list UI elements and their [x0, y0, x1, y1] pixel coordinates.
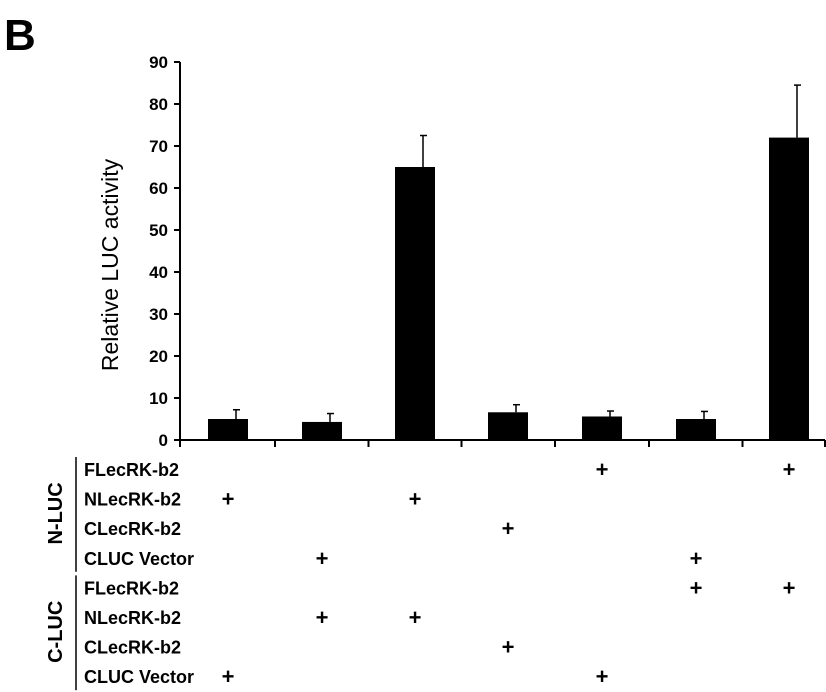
bar [769, 137, 809, 440]
plus-mark: + [222, 487, 235, 512]
y-tick-label: 60 [149, 179, 168, 198]
row-label: CLecRK-b2 [84, 519, 181, 539]
row-label: FLecRK-b2 [84, 578, 179, 598]
y-tick-label: 90 [149, 53, 168, 72]
group-label: N-LUC [45, 482, 67, 544]
row-label: NLecRK-b2 [84, 608, 181, 628]
row-label: CLUC Vector [84, 549, 194, 569]
y-tick-label: 70 [149, 137, 168, 156]
y-tick-label: 0 [159, 431, 168, 450]
row-label: FLecRK-b2 [84, 460, 179, 480]
y-tick-label: 40 [149, 263, 168, 282]
y-tick-label: 80 [149, 95, 168, 114]
bar [582, 416, 622, 440]
plot-area: 0 10 20 30 40 50 60 70 80 90 [149, 53, 826, 450]
plus-mark: + [690, 546, 703, 571]
y-tick-label: 20 [149, 347, 168, 366]
plus-mark: + [409, 487, 422, 512]
bar [395, 167, 435, 440]
plus-mark: + [502, 516, 515, 541]
bar [676, 419, 716, 440]
y-axis-label: Relative LUC activity [97, 158, 123, 371]
plus-mark: + [783, 457, 796, 482]
plus-mark: + [316, 605, 329, 630]
plus-mark: + [690, 575, 703, 600]
plus-mark: + [783, 575, 796, 600]
panel-label: B [4, 11, 36, 60]
design-table: FLecRK-b2 + + NLecRK-b2 + + CLecRK-b2 + CLUC Vec… [45, 457, 796, 691]
plus-mark: + [502, 635, 515, 660]
plus-mark: + [596, 664, 609, 689]
y-tick-label: 10 [149, 389, 168, 408]
bar [488, 412, 528, 440]
row-label: CLUC Vector [84, 667, 194, 687]
bar [302, 421, 342, 440]
plus-mark: + [316, 546, 329, 571]
plus-mark: + [596, 457, 609, 482]
group-label: C-LUC [45, 601, 67, 663]
y-tick-label: 30 [149, 305, 168, 324]
y-axis-label-group: Relative LUC activity [97, 158, 123, 371]
row-label: NLecRK-b2 [84, 490, 181, 510]
row-label: CLecRK-b2 [84, 638, 181, 658]
bar [208, 419, 248, 440]
plus-mark: + [409, 605, 422, 630]
y-tick-label: 50 [149, 221, 168, 240]
plus-mark: + [222, 664, 235, 689]
